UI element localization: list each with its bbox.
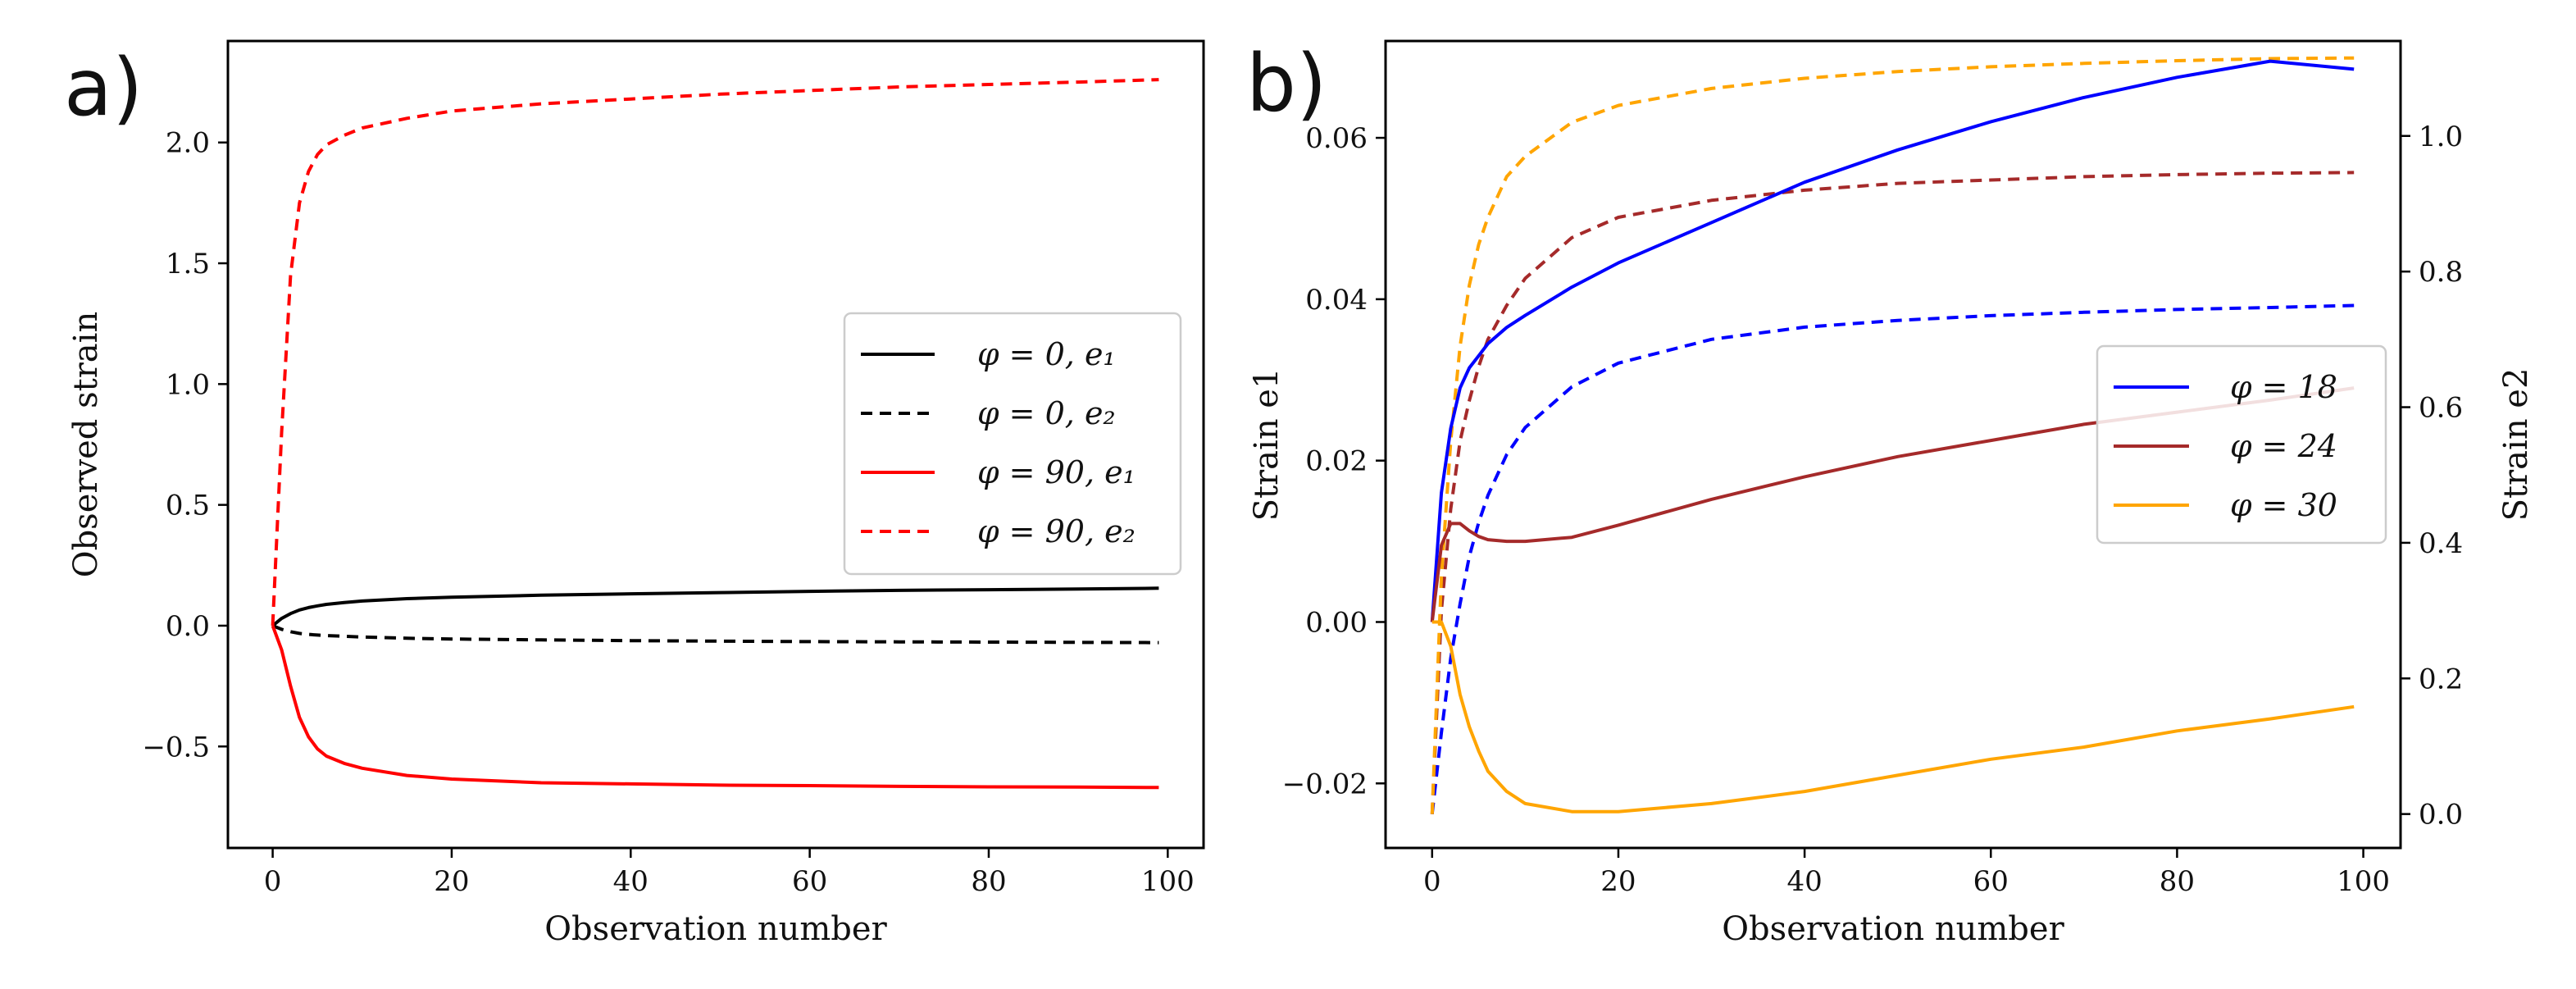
panel-b-axes-frame [1384,39,2402,850]
panel-b-ylabel-right: Strain e2 [2497,368,2535,522]
panel-b-ytick-right-label: 0.0 [2419,799,2463,832]
panel-a-series-line [271,586,1159,627]
panel-b-legend-label: φ = 18 [2230,369,2337,405]
panel-b-xtick-label: 40 [1786,865,1822,898]
panel-a-xtick-label: 80 [971,865,1006,898]
panel-b-xtick-label: 0 [1423,865,1441,898]
panel-a-ytick-label: 1.5 [166,248,210,280]
panel-b-ytick-right-label: 1.0 [2419,121,2463,153]
panel-a-xtick-label: 60 [792,865,827,898]
panel-a-series-line [271,625,1159,790]
panel-a-legend: φ = 0, e₁ φ = 0, e₂ φ = 90, e₁ φ = 90, e₂ [843,312,1182,576]
panel-b-ylabel: Strain e1 [1248,368,1286,522]
panel-b-xtick-label: 100 [2337,865,2390,898]
panel-b-ytick-right-label: 0.6 [2419,392,2463,425]
panel-a-ytick-label: 0.5 [166,490,210,522]
panel-b-ytick-label: 0.02 [1305,445,1368,478]
panel-b-letter: b) [1246,38,1327,130]
panel-a-xtick-label: 40 [613,865,649,898]
panel-a-legend-label: φ = 90, e₁ [977,454,1136,490]
panel-a-ytick-label: 2.0 [166,127,210,160]
panel-a-ylabel: Observed strain [67,312,105,577]
panel-a-legend-label: φ = 90, e₂ [977,513,1136,549]
panel-b-legend-label: φ = 30 [2230,487,2337,523]
panel-a-legend-label: φ = 0, e₂ [977,395,1116,431]
panel-b-xtick-label: 60 [1973,865,2009,898]
panel-a-legend-label: φ = 0, e₁ [977,336,1116,372]
panel-b-ytick-label: −0.02 [1282,768,1368,800]
panel-b-series-e2-line [1430,303,2355,814]
panel-a-xtick-label: 100 [1141,865,1195,898]
panel-b-ytick-right-label: 0.4 [2419,527,2463,560]
panel-a-ytick-label: 0.0 [166,610,210,643]
panel-a-series-line [271,624,1159,645]
panel-b-legend-label: φ = 24 [2230,428,2337,464]
panel-b-ytick-label: 0.06 [1305,122,1368,155]
panel-b-xtick-label: 20 [1600,865,1636,898]
panel-b-series-e1-line [1430,386,2355,622]
panel-b-ytick-right-label: 0.2 [2419,663,2463,695]
panel-a-chart: 0 20 40 60 80 100 −0.5 0.0 0.5 1.0 1.5 2.0 Observati… [64,39,1205,948]
panel-b-series-e1-line [1431,620,2355,814]
panel-b-xlabel: Observation number [1722,910,2064,948]
panel-b-series-e2-line [1430,171,2355,814]
panel-b-ytick-label: 0.00 [1305,606,1368,639]
panel-a-xtick-label: 0 [264,865,282,898]
panel-b-series-e2-line [1430,56,2355,814]
panel-b-ytick-right-label: 0.8 [2419,256,2463,289]
panel-a-legend-box [843,312,1182,576]
panel-a-xtick-label: 20 [434,865,469,898]
panel-a-ytick-label: 1.0 [166,368,210,401]
panel-b-series-e1-line [1430,59,2355,622]
panel-a-axes-frame [226,39,1205,850]
panel-b-legend: φ = 18 φ = 24 φ = 30 [2096,344,2387,545]
panel-b-legend-box [2096,344,2387,545]
panel-a-series-line [271,78,1159,627]
panel-b-xtick-label: 80 [2160,865,2195,898]
panel-b-chart: 0 20 40 60 80 100 −0.02 0.00 0.02 0.04 0.06 Observa… [1246,38,2535,948]
panel-b-ytick-label: 0.04 [1305,284,1368,317]
panel-a-ytick-label: −0.5 [142,731,210,763]
panel-a-xlabel: Observation number [544,910,887,948]
panel-a-letter: a) [64,42,143,134]
